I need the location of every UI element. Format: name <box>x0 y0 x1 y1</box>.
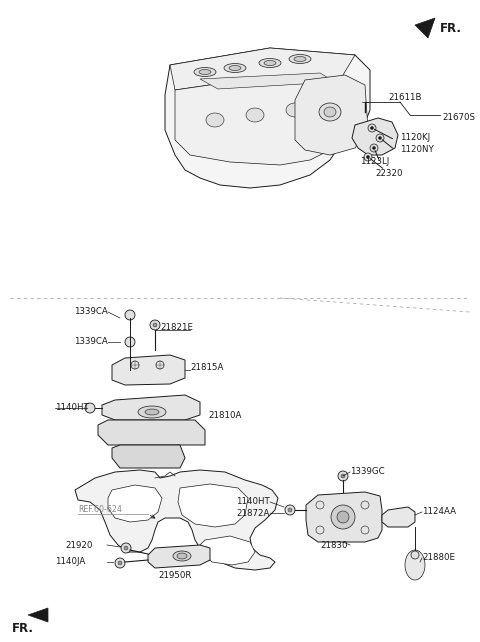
Circle shape <box>150 320 160 330</box>
Circle shape <box>367 155 370 159</box>
Text: 1120KJ: 1120KJ <box>400 132 430 141</box>
Ellipse shape <box>324 107 336 117</box>
Circle shape <box>376 134 384 142</box>
Text: REF.60-624: REF.60-624 <box>78 505 122 514</box>
Polygon shape <box>352 118 398 155</box>
Ellipse shape <box>289 55 311 64</box>
Ellipse shape <box>194 67 216 76</box>
Text: 22320: 22320 <box>375 168 403 177</box>
Circle shape <box>368 124 376 132</box>
Text: 21670S: 21670S <box>442 114 475 123</box>
Circle shape <box>370 144 378 152</box>
Text: 1140HT: 1140HT <box>55 404 89 413</box>
Ellipse shape <box>246 108 264 122</box>
Text: 1140JA: 1140JA <box>55 557 85 566</box>
Ellipse shape <box>229 65 241 71</box>
Circle shape <box>153 323 157 327</box>
Text: 1120NY: 1120NY <box>400 146 434 155</box>
Polygon shape <box>306 492 382 542</box>
Circle shape <box>118 561 122 565</box>
Polygon shape <box>102 395 200 420</box>
Ellipse shape <box>259 58 281 67</box>
Ellipse shape <box>173 551 191 561</box>
Text: 21872A: 21872A <box>237 508 270 517</box>
Ellipse shape <box>206 113 224 127</box>
Circle shape <box>85 403 95 413</box>
Text: 1123LJ: 1123LJ <box>360 157 389 166</box>
Text: 21880E: 21880E <box>422 553 455 562</box>
Ellipse shape <box>294 56 306 62</box>
Ellipse shape <box>224 64 246 73</box>
Circle shape <box>121 543 131 553</box>
Polygon shape <box>175 80 340 165</box>
Text: 21830: 21830 <box>320 541 348 550</box>
Polygon shape <box>108 485 162 522</box>
Text: 21920: 21920 <box>65 541 92 550</box>
Text: 1124AA: 1124AA <box>422 507 456 517</box>
Polygon shape <box>415 18 435 38</box>
Circle shape <box>285 505 295 515</box>
Polygon shape <box>200 73 335 89</box>
Polygon shape <box>295 75 368 155</box>
Polygon shape <box>112 355 185 385</box>
Ellipse shape <box>286 103 304 117</box>
Text: 1339CA: 1339CA <box>74 338 108 347</box>
Ellipse shape <box>405 550 425 580</box>
Polygon shape <box>170 48 355 90</box>
Text: 21611B: 21611B <box>388 94 421 103</box>
Circle shape <box>371 126 373 130</box>
Circle shape <box>379 137 382 139</box>
Text: 21821E: 21821E <box>160 322 193 331</box>
Polygon shape <box>165 48 370 188</box>
Ellipse shape <box>138 406 166 418</box>
Text: FR.: FR. <box>12 621 34 634</box>
Text: 1339GC: 1339GC <box>350 467 384 476</box>
Polygon shape <box>75 470 278 570</box>
Text: 1140HT: 1140HT <box>236 498 270 507</box>
Circle shape <box>125 310 135 320</box>
Polygon shape <box>98 420 205 445</box>
Text: 21950R: 21950R <box>158 571 192 580</box>
Ellipse shape <box>199 69 211 74</box>
Text: 1339CA: 1339CA <box>74 308 108 317</box>
Circle shape <box>331 505 355 529</box>
Circle shape <box>341 474 345 478</box>
Polygon shape <box>148 545 210 568</box>
Circle shape <box>411 551 419 559</box>
Polygon shape <box>112 445 185 468</box>
Polygon shape <box>28 608 48 622</box>
Ellipse shape <box>319 103 341 121</box>
Circle shape <box>364 153 372 161</box>
Circle shape <box>372 146 375 150</box>
Circle shape <box>288 508 292 512</box>
Text: FR.: FR. <box>440 21 462 35</box>
Circle shape <box>115 558 125 568</box>
Circle shape <box>337 511 349 523</box>
Text: 21815A: 21815A <box>190 363 223 372</box>
Ellipse shape <box>177 553 187 559</box>
Polygon shape <box>178 484 248 527</box>
Circle shape <box>125 337 135 347</box>
Circle shape <box>338 471 348 481</box>
Polygon shape <box>382 507 415 527</box>
Polygon shape <box>200 536 255 565</box>
Circle shape <box>124 546 128 550</box>
Ellipse shape <box>264 60 276 65</box>
Text: 21810A: 21810A <box>208 410 241 419</box>
Ellipse shape <box>145 409 159 415</box>
